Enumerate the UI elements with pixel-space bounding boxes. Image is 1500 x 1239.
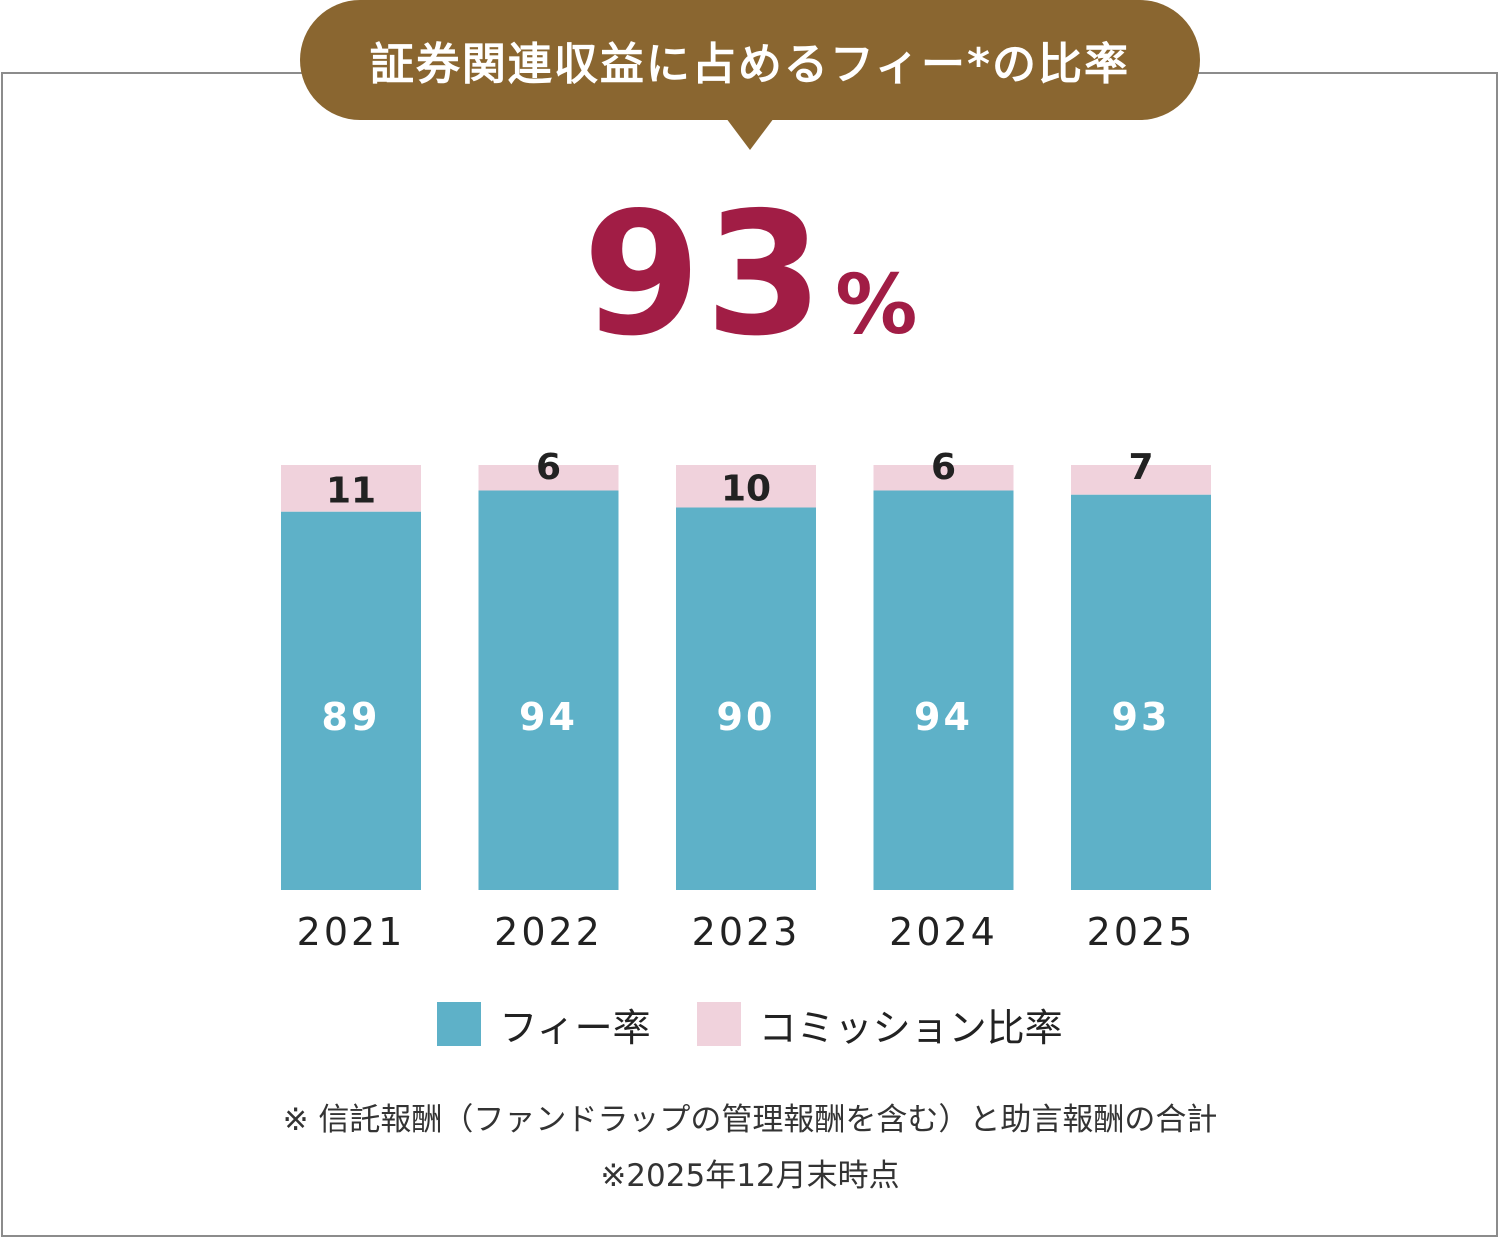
x-tick-label-2024: 2024	[889, 910, 998, 954]
bar-fee-2024	[873, 490, 1014, 890]
bar-commission-2021	[281, 465, 421, 512]
headline-number: 93	[582, 176, 828, 374]
x-tick-label-2023: 2023	[692, 910, 801, 954]
x-tick-label-2025: 2025	[1087, 910, 1196, 954]
title-bubble-tail	[726, 118, 774, 150]
bar-fee-2025	[1071, 494, 1211, 890]
footnote-1: ※ 信託報酬（ファンドラップの管理報酬を含む）と助言報酬の合計	[282, 1102, 1218, 1138]
data-label-commission-2021: 11	[326, 470, 376, 511]
x-tick-label-2021: 2021	[297, 910, 406, 954]
data-label-commission-2024: 6	[931, 447, 956, 488]
bar-commission-2024	[873, 465, 1014, 491]
data-label-fee-2025: 93	[1112, 695, 1171, 739]
bar-commission-2025	[1071, 465, 1211, 495]
legend-label-fee: フィー率	[499, 1005, 651, 1050]
data-label-commission-2025: 7	[1128, 447, 1153, 488]
data-label-fee-2022: 94	[519, 695, 578, 739]
bar-commission-2022	[478, 465, 619, 491]
bar-fee-2022	[478, 490, 619, 890]
data-label-commission-2023: 10	[721, 468, 771, 509]
legend-item-commission: コミッション比率	[696, 997, 1063, 1052]
x-tick-label-2022: 2022	[494, 910, 603, 954]
data-label-fee-2024: 94	[914, 695, 973, 739]
headline-unit: %	[835, 258, 918, 353]
legend-swatch-fee	[437, 1002, 482, 1046]
footnote-2: ※2025年12月末時点	[600, 1158, 900, 1194]
bar-fee-2021	[281, 511, 421, 890]
headline-value: 93%	[0, 180, 1500, 370]
legend-label-commission: コミッション比率	[758, 1005, 1063, 1050]
legend-swatch-commission	[696, 1002, 741, 1046]
chart-title: 証券関連収益に占めるフィー*の比率	[369, 39, 1131, 90]
legend: フィー率 コミッション比率	[0, 996, 1500, 1052]
data-label-commission-2022: 6	[536, 447, 561, 488]
footnotes: ※ 信託報酬（ファンドラップの管理報酬を含む）と助言報酬の合計 ※2025年12…	[0, 1092, 1500, 1204]
legend-item-fee: フィー率	[437, 997, 651, 1052]
bar-fee-2023	[676, 507, 816, 890]
data-label-fee-2021: 89	[322, 695, 381, 739]
data-label-fee-2023: 90	[717, 695, 776, 739]
bar-commission-2023	[676, 465, 816, 508]
chart-title-bubble: 証券関連収益に占めるフィー*の比率	[300, 0, 1200, 120]
